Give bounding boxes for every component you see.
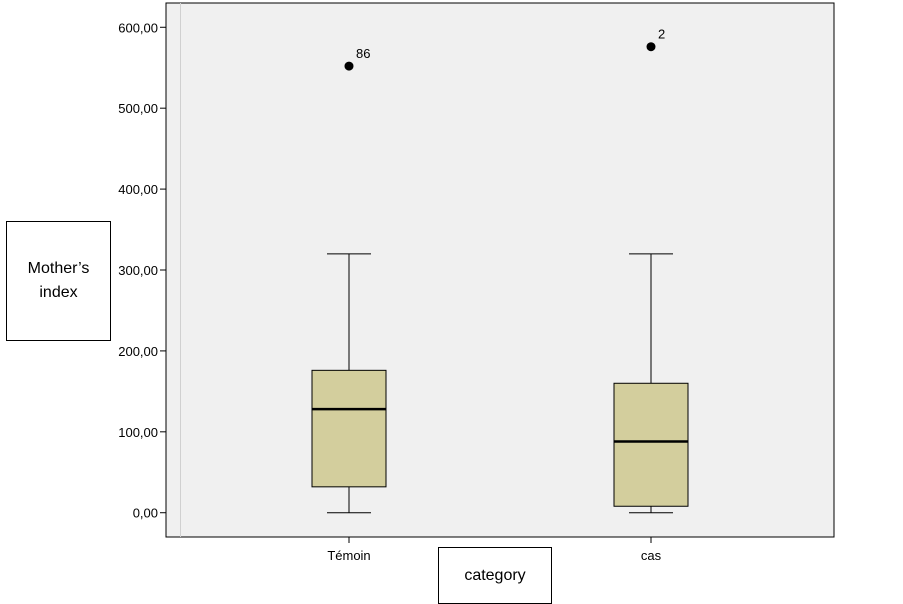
outlier-point [646, 42, 656, 52]
box-1: 86 [311, 46, 387, 514]
y-axis-label: Mother’s index [27, 260, 90, 301]
box-2: 2 [613, 27, 689, 514]
outlier-label: 2 [658, 27, 665, 42]
x-tick-label: cas [641, 548, 662, 563]
interquartile-box [311, 369, 387, 488]
y-tick-label: 500,00 [118, 101, 158, 116]
y-tick-label: 200,00 [118, 344, 158, 359]
interquartile-box [613, 382, 689, 507]
y-tick-label: 400,00 [118, 182, 158, 197]
box-series: 86 2 [311, 27, 689, 514]
y-tick-label: 100,00 [118, 425, 158, 440]
plot-area [165, 2, 835, 538]
outlier-label: 86 [356, 46, 370, 61]
outlier-point [344, 61, 354, 71]
y-tick-label: 300,00 [118, 263, 158, 278]
x-axis-label-box: category [438, 547, 552, 604]
y-tick-label: 0,00 [133, 506, 158, 521]
x-axis-label: category [464, 566, 526, 584]
y-axis-ticks: 0,00 100,00 200,00 300,00 400,00 500,00 600,00 [118, 20, 166, 521]
x-tick-label: Témoin [327, 548, 370, 563]
y-axis-label-box: Mother’s index [6, 221, 111, 341]
y-tick-label: 600,00 [118, 20, 158, 35]
x-axis-ticks: Témoin cas [327, 537, 662, 563]
